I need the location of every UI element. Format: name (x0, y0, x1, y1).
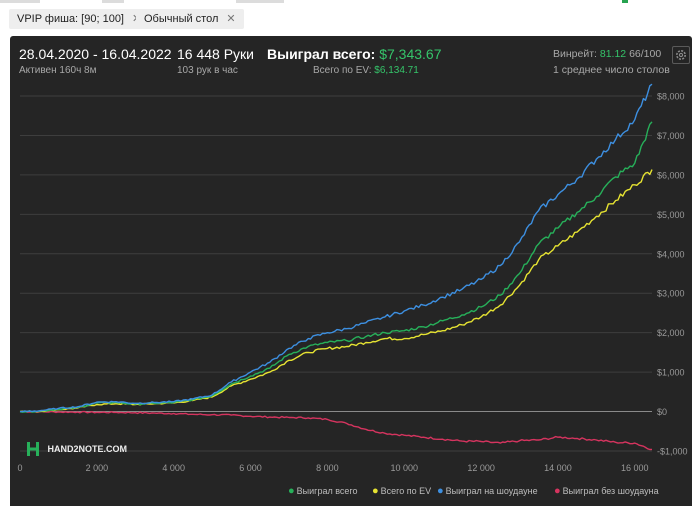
winrate-rest: 66/100 (629, 48, 662, 60)
legend-dot: ● (554, 485, 561, 497)
series-line-no-showdown (20, 410, 653, 451)
tab-sliver (0, 0, 40, 3)
x-tick-label: 12 000 (467, 463, 495, 473)
legend-label: Всего по EV (380, 486, 432, 496)
avg-tables: 1 среднее число столов (553, 64, 670, 76)
ev-total: Всего по EV: $6,134.71 (313, 65, 419, 76)
legend-label: Выиграл всего (296, 486, 358, 496)
x-tick-label: 4 000 (162, 463, 185, 473)
graph-panel: 28.04.2020 - 16.04.2022 Активен 160ч 8м … (10, 36, 692, 506)
x-tick-label: 6 000 (239, 463, 262, 473)
hand2note-logo: HAND2NOTE.COM (26, 440, 127, 458)
close-icon[interactable]: ✕ (226, 13, 236, 25)
x-tick-label: 14 000 (544, 463, 572, 473)
x-tick-label: 8 000 (316, 463, 339, 473)
accent-mark (622, 0, 628, 3)
x-tick-label: 16 000 (621, 463, 649, 473)
y-axis: -$1,000 $0 $1,000 $2,000 $3,000 $4,000 $5,000 $… (657, 92, 688, 457)
legend-dot: ● (437, 485, 444, 497)
gear-icon (676, 50, 686, 60)
profit-chart: -$1,000 $0 $1,000 $2,000 $3,000 $4,000 $5,000 $… (17, 83, 688, 473)
ev-total-label: Всего по EV: (313, 65, 372, 76)
filter-chip-table[interactable]: Обычный стол ✕ (136, 9, 244, 29)
filter-chip-label: VPIP фиша: [90; 100] (17, 13, 124, 25)
won-total-value: $7,343.67 (379, 46, 442, 62)
active-time: Активен 160ч 8м (19, 65, 97, 76)
series-line-ev (19, 169, 653, 413)
x-tick-label: 10 000 (390, 463, 418, 473)
hands-per-hour: 103 рук в час (177, 65, 238, 76)
hands-count: 16 448 Руки (177, 46, 254, 62)
h-logo-icon (27, 441, 39, 456)
won-total-label: Выиграл всего: (267, 46, 376, 62)
legend-dot: ● (372, 485, 379, 497)
y-tick-label: $3,000 (657, 289, 685, 299)
filters-bar: VPIP фиша: [90; 100]✕ Обычный стол ✕ (0, 0, 700, 36)
date-range: 28.04.2020 - 16.04.2022 (19, 46, 172, 62)
winrate: Винрейт: 81.12 66/100 (553, 48, 661, 60)
y-tick-label: -$1,000 (657, 447, 688, 457)
filter-chip-vpip[interactable]: VPIP фиша: [90; 100]✕ (9, 9, 150, 29)
x-axis: 0 2 000 4 000 6 000 8 000 10 000 12 000 14 000 1… (17, 463, 648, 473)
series-line-showdown (20, 83, 653, 413)
settings-button[interactable] (672, 46, 690, 64)
winrate-label: Винрейт: (553, 48, 597, 60)
y-tick-label: $5,000 (657, 210, 685, 220)
won-total: Выиграл всего: $7,343.67 (267, 46, 442, 62)
legend-label: Выиграл на шоудауне (445, 486, 538, 496)
tab-sliver (236, 0, 284, 3)
x-tick-label: 0 (17, 463, 22, 473)
y-tick-label: $6,000 (657, 170, 685, 180)
legend-item-no-showdown[interactable]: ● Выиграл без шоудауна (554, 485, 659, 497)
tab-sliver (102, 0, 124, 3)
series-line-won (19, 121, 653, 413)
grid (20, 95, 652, 452)
winrate-value: 81.12 (599, 48, 627, 60)
y-tick-label: $2,000 (657, 328, 685, 338)
legend-label: Выиграл без шоудауна (562, 486, 659, 496)
legend-item-ev[interactable]: ● Всего по EV (372, 485, 431, 497)
ev-total-value: $6,134.71 (374, 65, 419, 76)
y-tick-label: $0 (657, 407, 667, 417)
x-tick-label: 2 000 (86, 463, 109, 473)
y-tick-label: $8,000 (657, 92, 685, 102)
logo-text: HAND2NOTE.COM (47, 443, 127, 454)
filter-chip-label: Обычный стол (144, 13, 219, 25)
legend-item-showdown[interactable]: ● Выиграл на шоудауне (437, 485, 538, 497)
y-tick-label: $4,000 (657, 249, 685, 259)
legend-item-won[interactable]: ● Выиграл всего (288, 485, 357, 497)
y-tick-label: $7,000 (657, 131, 685, 141)
legend-dot: ● (288, 485, 295, 497)
y-tick-label: $1,000 (657, 368, 685, 378)
series-lines (19, 83, 653, 451)
